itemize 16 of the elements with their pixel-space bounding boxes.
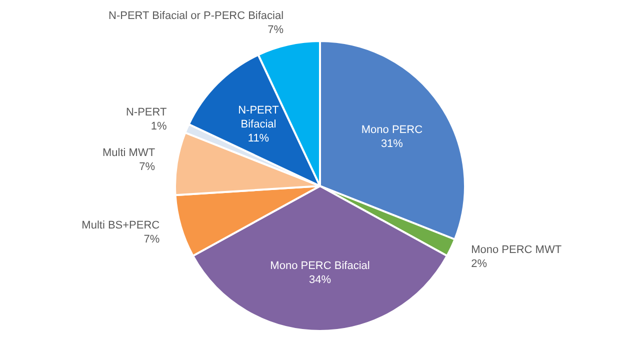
slice-label: Mono PERC Bifacial (270, 260, 370, 272)
data-label: 7% (144, 234, 160, 246)
slice-label: N-PERT Bifacial or P-PERC Bifacial (108, 10, 284, 22)
slice-label: Multi BS+PERC (82, 220, 160, 232)
data-label: 2% (471, 258, 488, 270)
slice-label: N-PERT Bifacial (238, 104, 280, 131)
data-label: 7% (139, 160, 156, 173)
slice-label: Multi MWT (102, 146, 156, 159)
slice-label: Mono PERC MWT (471, 244, 562, 256)
slice-label: Mono PERC (361, 124, 423, 136)
data-label: 31% (380, 138, 404, 150)
data-label: 7% (268, 24, 284, 36)
data-label: 34% (308, 274, 332, 286)
slice-label: N-PERT (126, 106, 168, 119)
data-label: 1% (150, 120, 167, 133)
data-label: 11% (248, 132, 270, 145)
